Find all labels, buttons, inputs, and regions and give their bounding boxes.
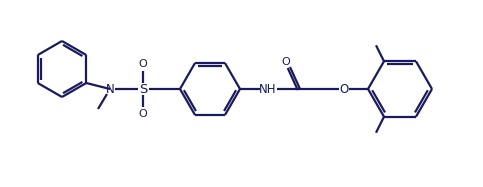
Text: O: O — [139, 59, 147, 69]
Text: O: O — [282, 57, 290, 67]
Text: N: N — [106, 82, 114, 96]
Text: O: O — [139, 109, 147, 119]
Text: S: S — [139, 82, 147, 96]
Text: O: O — [340, 82, 349, 96]
Text: NH: NH — [259, 82, 277, 96]
